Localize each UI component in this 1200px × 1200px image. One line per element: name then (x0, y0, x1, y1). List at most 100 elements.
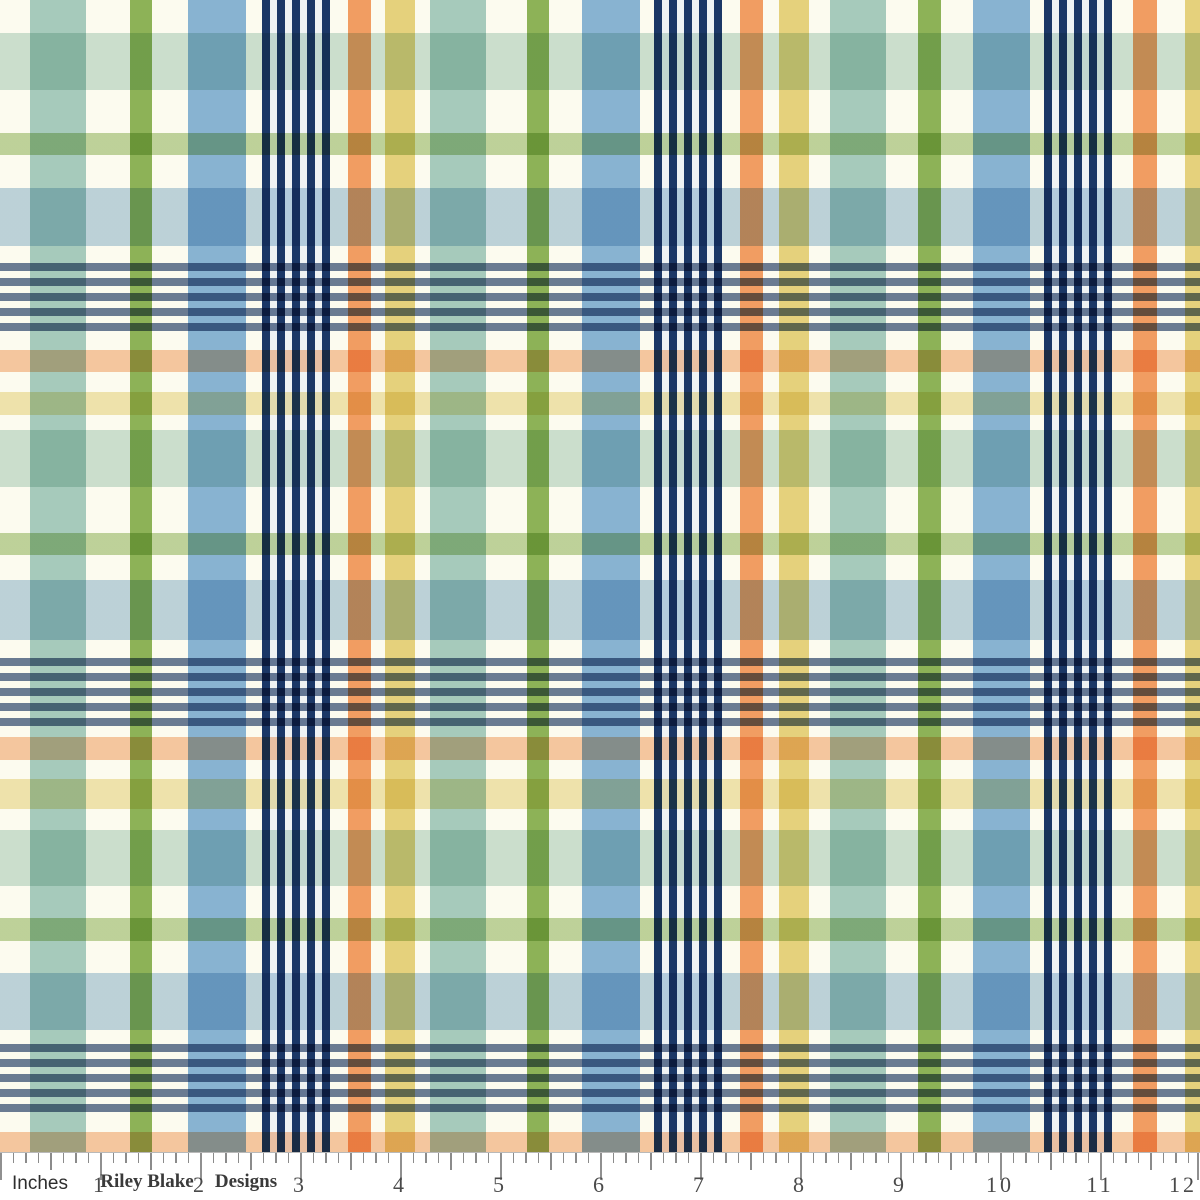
ruler-tick (287, 1153, 289, 1163)
ruler-tick (150, 1153, 152, 1170)
ruler-tick (925, 1153, 927, 1163)
ruler-tick (1062, 1153, 1064, 1163)
ruler-tick (637, 1153, 639, 1163)
ruler-tick (875, 1153, 877, 1163)
ruler-tick (387, 1153, 389, 1163)
ruler-tick (300, 1153, 302, 1180)
brand-text-designs: Designs (214, 1171, 278, 1192)
ruler-tick (50, 1153, 52, 1170)
ruler-tick (1187, 1153, 1189, 1163)
ruler-tick (250, 1153, 252, 1170)
ruler-tick (787, 1153, 789, 1163)
ruler-tick (862, 1153, 864, 1163)
ruler-tick (1100, 1153, 1102, 1180)
ruler-tick (512, 1153, 514, 1163)
ruler-tick (1112, 1153, 1114, 1163)
ruler-tick (1075, 1153, 1077, 1163)
ruler-tick (187, 1153, 189, 1163)
ruler-tick (462, 1153, 464, 1163)
ruler-number: 5 (493, 1172, 507, 1197)
ruler-tick (225, 1153, 227, 1163)
ruler-tick (825, 1153, 827, 1163)
ruler-tick (812, 1153, 814, 1163)
ruler-tick (112, 1153, 114, 1163)
ruler-tick (1150, 1153, 1152, 1170)
ruler-tick (1050, 1153, 1052, 1170)
ruler-tick (975, 1153, 977, 1163)
ruler-tick (87, 1153, 89, 1163)
ruler-tick (0, 1153, 2, 1180)
ruler-number: 6 (593, 1172, 607, 1197)
ruler-tick (612, 1153, 614, 1163)
ruler-tick (737, 1153, 739, 1163)
ruler-tick (1012, 1153, 1014, 1163)
ruler: Inches Riley Blake Designs 1 2 3 4 5 6 7 8 9 10 11… (0, 1152, 1200, 1200)
ruler-number: 11 (1086, 1172, 1114, 1197)
ruler-tick (762, 1153, 764, 1163)
ruler-tick (962, 1153, 964, 1163)
ruler-number: 9 (893, 1172, 907, 1197)
ruler-tick (200, 1153, 202, 1180)
ruler-tick (437, 1153, 439, 1163)
ruler-number: 10 (986, 1172, 1014, 1197)
ruler-tick (175, 1153, 177, 1163)
ruler-tick (550, 1153, 552, 1170)
ruler-tick (850, 1153, 852, 1170)
ruler-unit-label: Inches (12, 1173, 68, 1194)
ruler-tick (325, 1153, 327, 1163)
ruler-tick (1087, 1153, 1089, 1163)
ruler-tick (675, 1153, 677, 1163)
ruler-tick (400, 1153, 402, 1180)
ruler-tick (837, 1153, 839, 1163)
ruler-tick (237, 1153, 239, 1163)
ruler-tick (1025, 1153, 1027, 1163)
ruler-tick (1000, 1153, 1002, 1180)
ruler-tick (537, 1153, 539, 1163)
ruler-tick (162, 1153, 164, 1163)
ruler-tick (937, 1153, 939, 1163)
ruler-tick (700, 1153, 702, 1180)
ruler-tick (575, 1153, 577, 1163)
ruler-tick (712, 1153, 714, 1163)
ruler-tick (337, 1153, 339, 1163)
ruler-tick (900, 1153, 902, 1180)
ruler-tick (1037, 1153, 1039, 1163)
ruler-tick (425, 1153, 427, 1163)
ruler-number: 8 (793, 1172, 807, 1197)
brand-text-riley-blake: Riley Blake (100, 1171, 194, 1192)
ruler-tick (950, 1153, 952, 1170)
ruler-tick (725, 1153, 727, 1163)
ruler-tick (800, 1153, 802, 1180)
ruler-tick (475, 1153, 477, 1163)
ruler-tick (587, 1153, 589, 1163)
ruler-tick (100, 1153, 102, 1180)
ruler-tick (25, 1153, 27, 1163)
ruler-tick (125, 1153, 127, 1163)
ruler-tick (662, 1153, 664, 1163)
ruler-number: 12 (1169, 1172, 1197, 1197)
ruler-tick (12, 1153, 14, 1163)
ruler-tick (1137, 1153, 1139, 1163)
ruler-tick (987, 1153, 989, 1163)
ruler-tick (275, 1153, 277, 1163)
ruler-tick (1197, 1153, 1199, 1180)
ruler-tick (887, 1153, 889, 1163)
ruler-tick (650, 1153, 652, 1170)
ruler-tick (137, 1153, 139, 1163)
ruler-tick (775, 1153, 777, 1163)
ruler-tick (600, 1153, 602, 1180)
ruler-tick (687, 1153, 689, 1163)
ruler-number: 7 (693, 1172, 707, 1197)
ruler-tick (262, 1153, 264, 1163)
ruler-number: 3 (293, 1172, 307, 1197)
ruler-tick (1175, 1153, 1177, 1163)
ruler-tick (487, 1153, 489, 1163)
ruler-tick (350, 1153, 352, 1170)
ruler-tick (62, 1153, 64, 1163)
ruler-tick (375, 1153, 377, 1163)
ruler-number: 1 (93, 1172, 107, 1197)
ruler-tick (1162, 1153, 1164, 1163)
ruler-tick (312, 1153, 314, 1163)
ruler-tick (75, 1153, 77, 1163)
